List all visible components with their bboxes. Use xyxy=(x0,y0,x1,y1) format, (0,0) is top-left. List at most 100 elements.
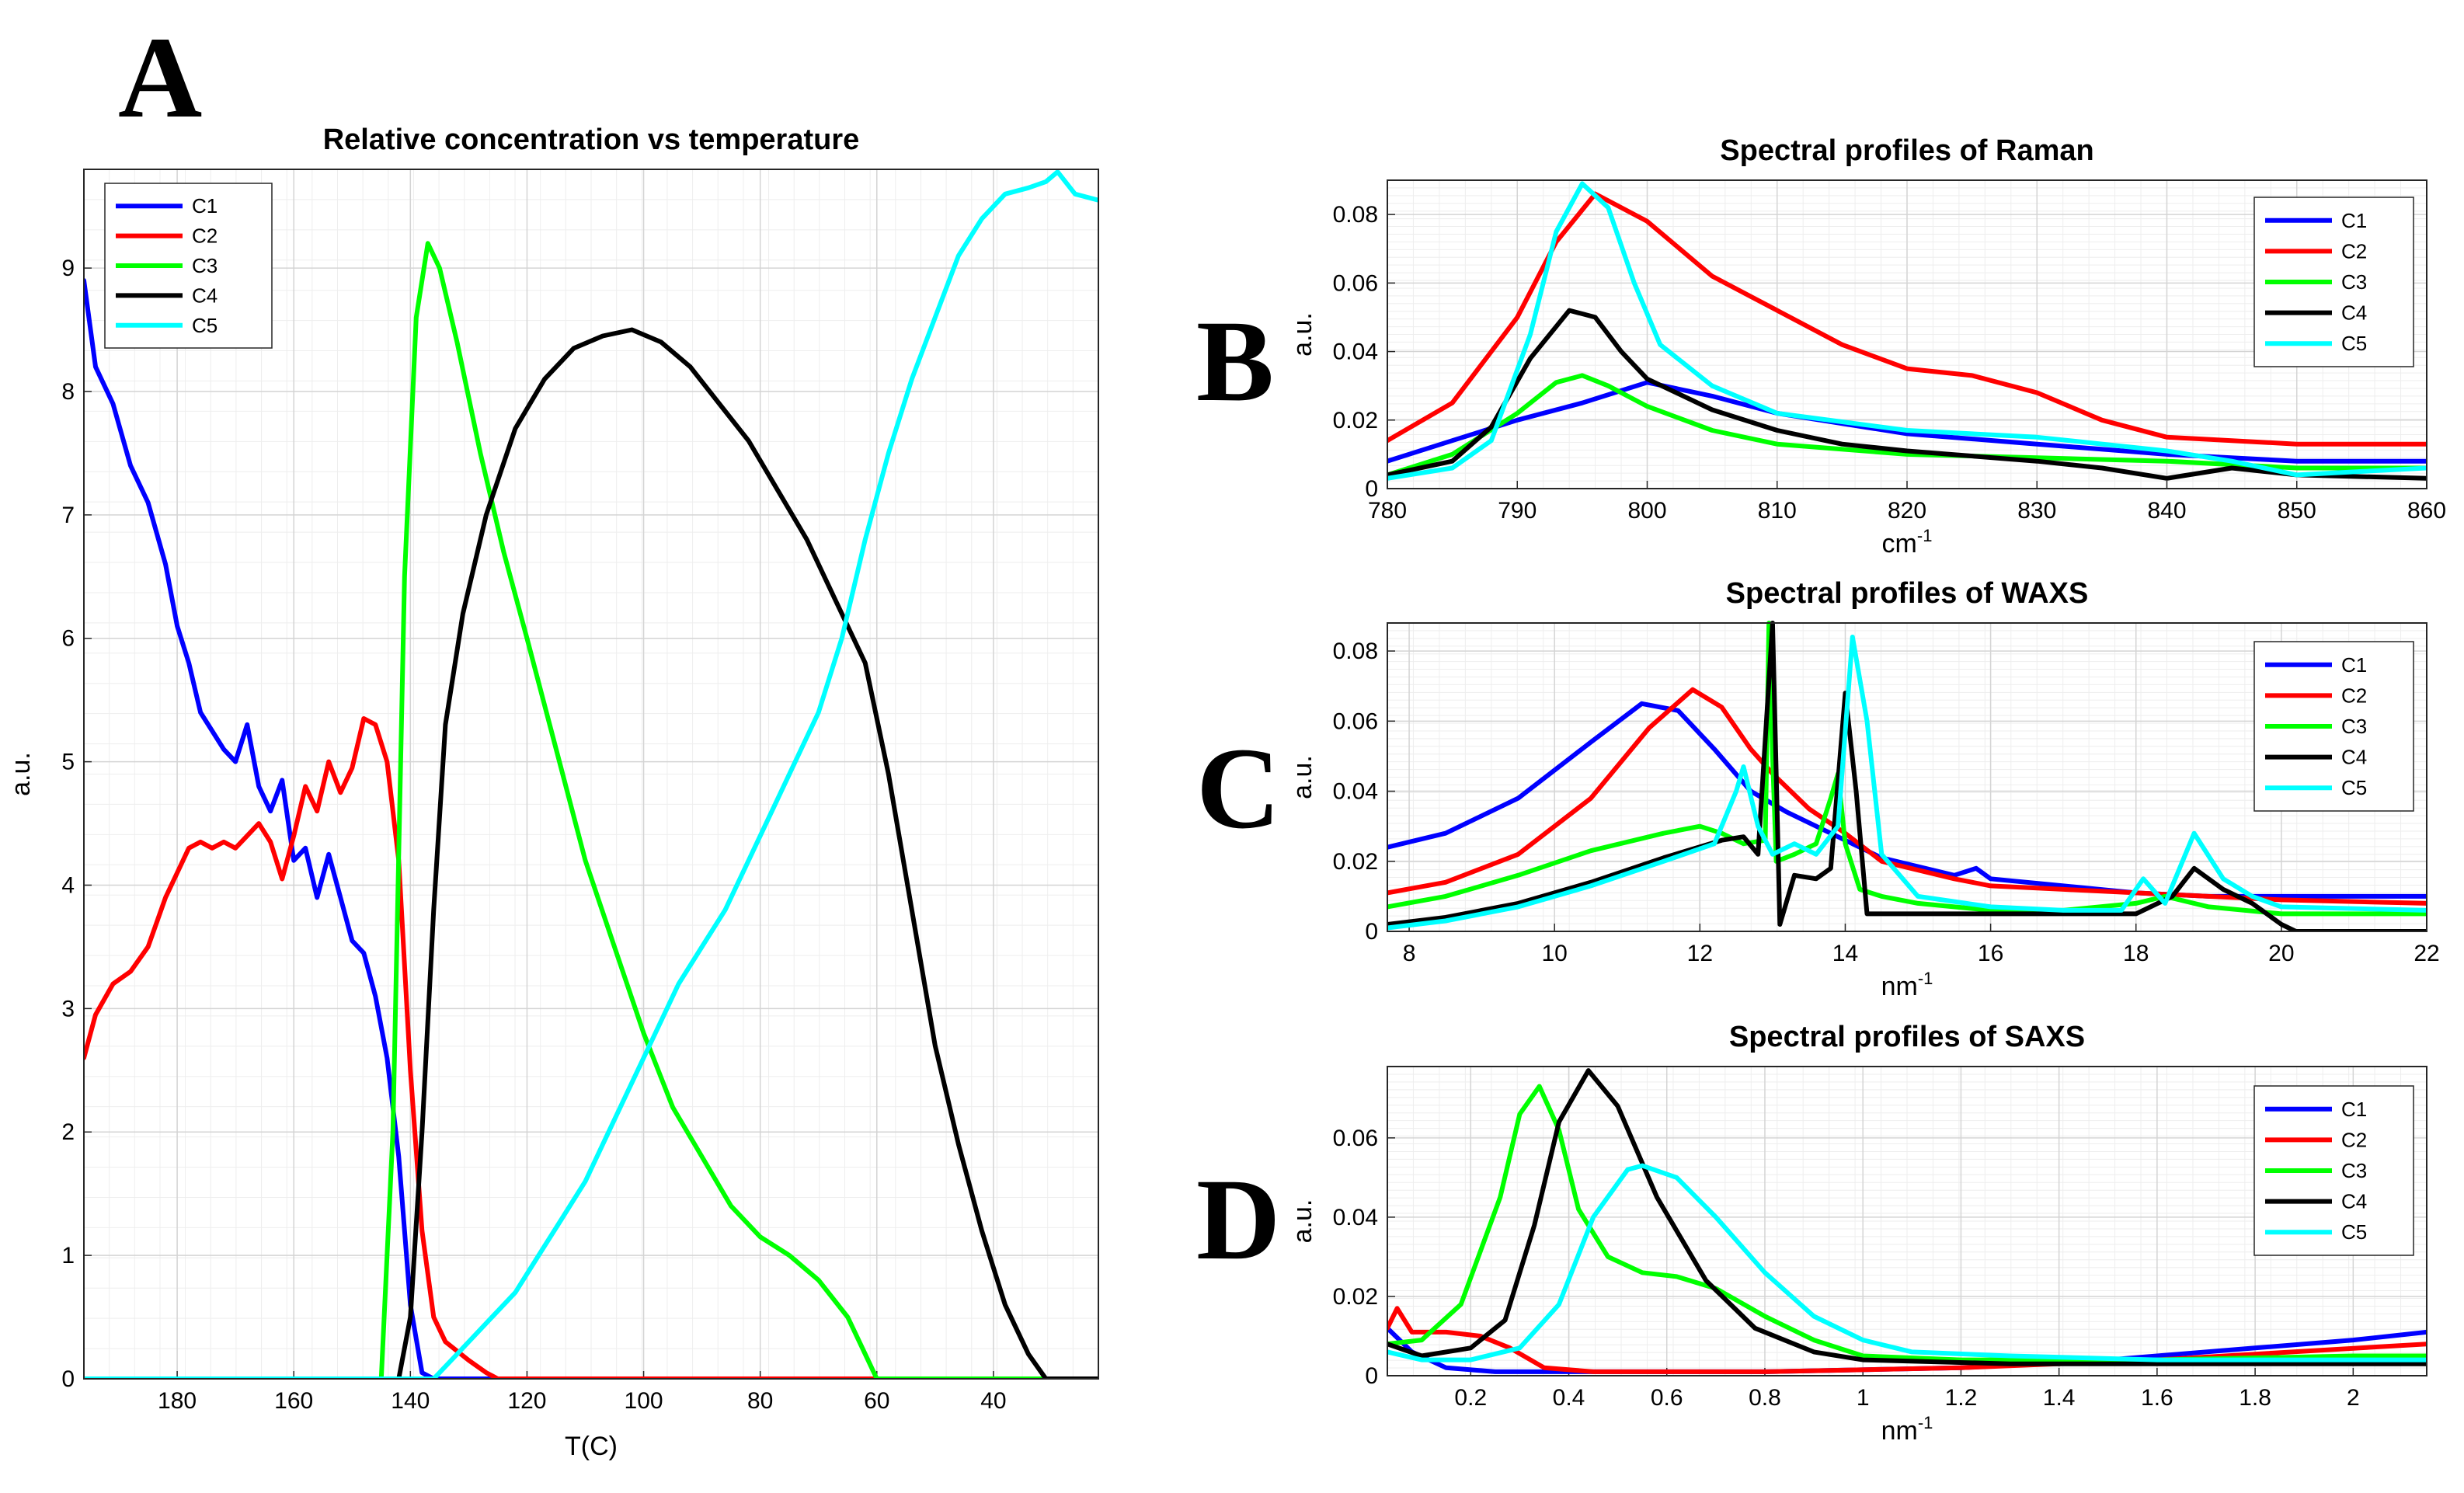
x-tick-label: 0.6 xyxy=(1651,1385,1683,1411)
chart-title: Spectral profiles of WAXS xyxy=(1726,577,2089,610)
y-tick-label: 4 xyxy=(61,872,75,898)
x-tick-label: 16 xyxy=(1978,941,2003,966)
series-line-c2 xyxy=(1387,191,2427,447)
chart-B: 780 790 800 810 820 830 840 850 860 0 0.02 0.04 0.06… xyxy=(1288,134,2446,559)
y-tick-label: 0.06 xyxy=(1333,1126,1378,1151)
y-tick-label: 0.08 xyxy=(1333,639,1378,664)
legend-label-c5: C5 xyxy=(192,314,218,337)
y-axis-label: a.u. xyxy=(1288,755,1317,799)
legend-label-c1: C1 xyxy=(2341,653,2367,677)
x-tick-label: 1.2 xyxy=(1945,1385,1978,1411)
x-axis-label: nm-1 xyxy=(1881,1413,1933,1446)
x-tick-label: 60 xyxy=(864,1388,889,1414)
x-tick-label: 860 xyxy=(2407,498,2446,524)
x-tick-label: 80 xyxy=(747,1388,773,1414)
chart-title: Relative concentration vs temperature xyxy=(323,124,860,156)
x-tick-label: 0.4 xyxy=(1553,1385,1585,1411)
series-line-c4 xyxy=(1387,308,2427,481)
x-tick-label: 8 xyxy=(1403,941,1416,966)
series-line-c4 xyxy=(84,327,1098,1379)
y-tick-label: 0.02 xyxy=(1333,849,1378,875)
y-tick-label: 3 xyxy=(61,996,75,1021)
x-tick-label: 14 xyxy=(1832,941,1858,966)
y-tick-label: 2 xyxy=(61,1119,75,1145)
panel-label-d: D xyxy=(1196,1155,1280,1284)
x-tick-label: 20 xyxy=(2268,941,2294,966)
y-tick-label: 1 xyxy=(61,1243,75,1269)
panel-label-c: C xyxy=(1196,724,1280,853)
y-tick-label: 0.08 xyxy=(1333,202,1378,228)
x-tick-label: 1.8 xyxy=(2239,1385,2271,1411)
x-tick-label: 790 xyxy=(1498,498,1537,524)
legend: C1 C2 C3 C4 C5 xyxy=(2253,197,2414,367)
series-line-c3 xyxy=(1387,1084,2427,1362)
legend-label-c1: C1 xyxy=(2341,1098,2367,1121)
series-line-c1 xyxy=(84,278,1098,1379)
legend-label-c5: C5 xyxy=(2341,332,2367,355)
y-axis-label: a.u. xyxy=(1288,312,1317,357)
series-line-c3 xyxy=(1387,621,2427,917)
x-tick-label: 40 xyxy=(980,1388,1006,1414)
x-tick-label: 180 xyxy=(158,1388,197,1414)
x-tick-label: 2 xyxy=(2347,1385,2360,1411)
x-tick-label: 0.2 xyxy=(1454,1385,1487,1411)
x-tick-label: 780 xyxy=(1368,498,1407,524)
series-line-c4 xyxy=(1387,621,2427,931)
y-tick-label: 0.04 xyxy=(1333,779,1378,805)
x-tick-label: 10 xyxy=(1542,941,1568,966)
series-line-c5 xyxy=(1387,635,2427,931)
legend-label-c5: C5 xyxy=(2341,1220,2367,1244)
y-tick-label: 0.06 xyxy=(1333,708,1378,734)
x-axis-label: cm-1 xyxy=(1882,526,1933,559)
x-tick-label: 1.6 xyxy=(2141,1385,2173,1411)
x-tick-label: 22 xyxy=(2414,941,2439,966)
y-tick-label: 8 xyxy=(61,379,75,405)
series-group xyxy=(1387,621,2427,931)
x-tick-label: 810 xyxy=(1758,498,1797,524)
series-line-c4 xyxy=(1387,1068,2427,1366)
x-tick-label: 100 xyxy=(625,1388,663,1414)
legend-label-c2: C2 xyxy=(192,224,218,248)
legend-label-c3: C3 xyxy=(192,254,218,277)
y-tick-label: 0.04 xyxy=(1333,339,1378,365)
series-line-c5 xyxy=(1387,1163,2427,1362)
legend-label-c2: C2 xyxy=(2341,239,2367,263)
x-tick-label: 830 xyxy=(2017,498,2056,524)
panel-label-b: B xyxy=(1196,297,1274,426)
series-line-c2 xyxy=(1387,1306,2427,1374)
axes-frame xyxy=(1387,622,2427,932)
y-tick-label: 0.02 xyxy=(1333,408,1378,433)
y-tick-label: 9 xyxy=(61,256,75,281)
x-tick-label: 840 xyxy=(2147,498,2186,524)
y-axis-label: a.u. xyxy=(1288,1199,1317,1244)
legend: C1 C2 C3 C4 C5 xyxy=(2253,1085,2414,1256)
series-line-c2 xyxy=(84,716,1098,1379)
series-line-c3 xyxy=(84,241,1098,1379)
x-tick-label: 850 xyxy=(2278,498,2316,524)
x-axis-label: nm-1 xyxy=(1881,969,1933,1001)
legend-label-c3: C3 xyxy=(2341,270,2367,294)
minor-grid xyxy=(84,169,1098,1379)
legend-label-c4: C4 xyxy=(2341,746,2367,769)
y-tick-label: 0.04 xyxy=(1333,1205,1378,1230)
legend-label-c2: C2 xyxy=(2341,684,2367,707)
legend-label-c2: C2 xyxy=(2341,1128,2367,1151)
y-tick-label: 0.02 xyxy=(1333,1284,1378,1310)
legend-label-c1: C1 xyxy=(2341,209,2367,232)
chart-D: 0.2 0.4 0.6 0.8 1 1.2 1.4 1.6 1.8 2 0 0.02 0.04 0.06 S… xyxy=(1288,1021,2427,1446)
chart-title: Spectral profiles of Raman xyxy=(1720,134,2093,167)
panel-label-a: A xyxy=(118,13,202,142)
x-tick-label: 800 xyxy=(1627,498,1666,524)
y-axis-label: a.u. xyxy=(6,752,36,796)
x-tick-label: 18 xyxy=(2123,941,2149,966)
legend-label-c3: C3 xyxy=(2341,715,2367,738)
legend-label-c5: C5 xyxy=(2341,776,2367,799)
y-tick-label: 0 xyxy=(1365,476,1378,502)
series-line-c5 xyxy=(1387,181,2427,481)
legend: C1 C2 C3 C4 C5 xyxy=(104,183,273,349)
series-group xyxy=(1387,1068,2427,1374)
legend-label-c1: C1 xyxy=(192,194,218,218)
series-group xyxy=(84,169,1098,1379)
x-tick-label: 120 xyxy=(507,1388,546,1414)
